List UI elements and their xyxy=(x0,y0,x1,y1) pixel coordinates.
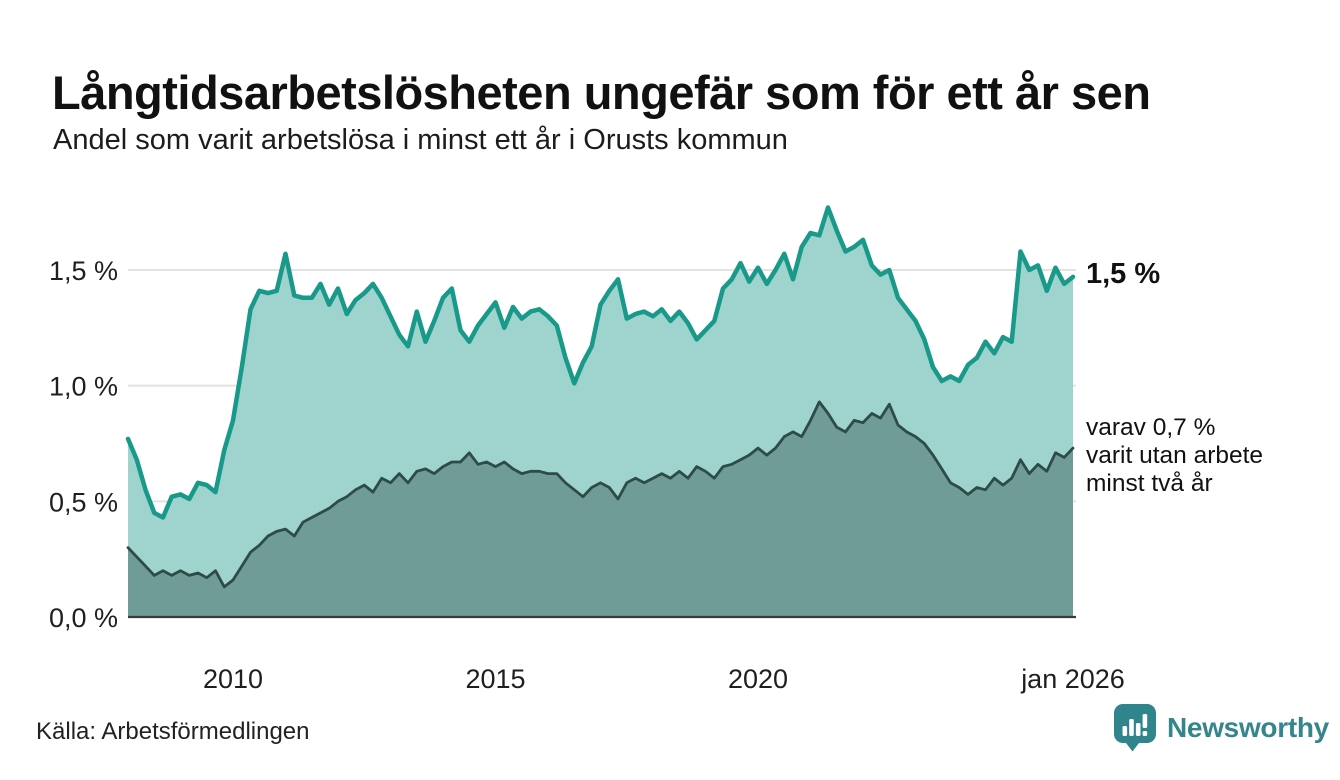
secondary-series-label-line1: varav 0,7 % xyxy=(1086,414,1216,441)
y-tick-label: 0,5 % xyxy=(49,487,118,517)
y-tick-label: 1,5 % xyxy=(49,256,118,286)
secondary-series-label-line2: varit utan arbete xyxy=(1086,442,1264,469)
brand-logo: Newsworthy xyxy=(1113,703,1329,752)
latest-value-label: 1,5 % xyxy=(1086,258,1161,290)
x-tick-label: 2010 xyxy=(203,664,263,694)
secondary-area-fill xyxy=(128,401,1073,617)
x-tick-label: jan 2026 xyxy=(1020,664,1125,694)
total-series-line xyxy=(125,205,1076,520)
brand-name: Newsworthy xyxy=(1167,711,1329,743)
bar-chart-speech-bubble-icon xyxy=(1114,704,1156,752)
unemployment-area-chart: 0,0 % 0,5 % 1,0 % 1,5 % 2010 2015 2020 jan 2026 xyxy=(49,205,1125,694)
secondary-series-label-line3: minst två år xyxy=(1086,470,1213,497)
x-tick-label: 2015 xyxy=(465,664,525,694)
x-tick-label: 2020 xyxy=(728,664,788,694)
source-credit: Källa: Arbetsförmedlingen xyxy=(36,718,310,745)
secondary-series-line xyxy=(126,400,1075,589)
page-title: Långtidsarbetslösheten ungefär som för e… xyxy=(52,66,1151,120)
y-tick-label: 0,0 % xyxy=(49,603,118,633)
page-subtitle: Andel som varit arbetslösa i minst ett å… xyxy=(53,124,788,156)
secondary-series-label: varav 0,7 % varit utan arbete minst två … xyxy=(1086,414,1336,498)
y-tick-label: 1,0 % xyxy=(49,372,118,402)
